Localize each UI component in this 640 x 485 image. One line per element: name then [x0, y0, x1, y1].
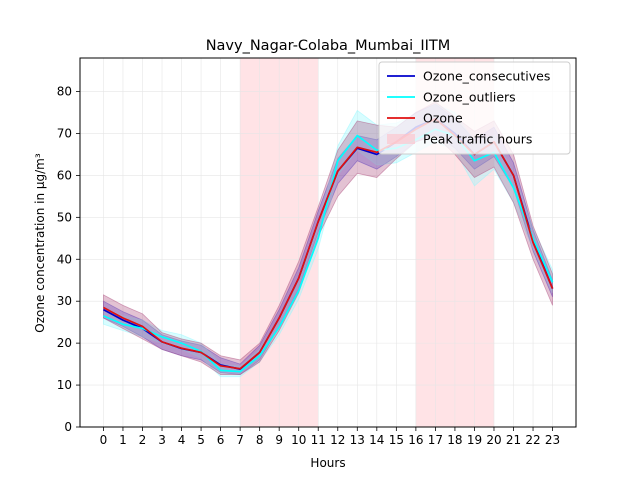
x-tick-label: 19: [467, 433, 482, 447]
x-axis-label: Hours: [310, 456, 345, 470]
plot-frame: [79, 57, 577, 428]
chart-title: Navy_Nagar-Colaba_Mumbai_IITM: [206, 38, 451, 54]
legend-label: Ozone_consecutives: [423, 69, 550, 84]
x-tick-label: 23: [545, 433, 560, 447]
legend-label: Peak traffic hours: [423, 132, 532, 147]
x-tick-label: 11: [311, 433, 326, 447]
line-ozone-outliers: [103, 128, 554, 373]
x-tick-label: 17: [428, 433, 443, 447]
y-tick-label: 70: [57, 126, 72, 140]
x-tick-label: 2: [139, 433, 147, 447]
x-tick-label: 20: [486, 433, 501, 447]
x-tick-label: 18: [447, 433, 462, 447]
x-tick-label: 0: [100, 433, 108, 447]
y-tick-label: 10: [57, 378, 72, 392]
x-tick-label: 8: [256, 433, 264, 447]
x-tick-label: 15: [389, 433, 404, 447]
y-axis-ticks: 0 10 20 30 40 50 60 70 80: [57, 85, 80, 434]
x-tick-label: 1: [119, 433, 127, 447]
x-tick-label: 16: [408, 433, 423, 447]
x-axis-ticks: 0 1 2 3 4 5 6 7 8 9 10 11 12 13 14 15 16 17 18 19 20 21 22 23: [100, 427, 560, 447]
x-tick-label: 14: [369, 433, 384, 447]
x-tick-label: 3: [158, 433, 166, 447]
band-ozone: [103, 101, 553, 375]
y-tick-label: 20: [57, 336, 72, 350]
x-tick-label: 9: [275, 433, 283, 447]
x-tick-label: 12: [330, 433, 345, 447]
band-layer: [103, 101, 553, 378]
y-tick-label: 80: [57, 85, 72, 99]
legend: Ozone_consecutives Ozone_outliers Ozone Pea…: [378, 61, 571, 155]
legend-box: [378, 61, 571, 155]
x-tick-label: 6: [217, 433, 225, 447]
x-tick-label: 13: [350, 433, 365, 447]
y-tick-label: 60: [57, 168, 72, 182]
y-tick-label: 40: [57, 252, 72, 266]
y-tick-label: 0: [64, 420, 72, 434]
legend-label: Ozone_outliers: [423, 90, 516, 105]
x-tick-label: 10: [291, 433, 306, 447]
x-tick-label: 7: [236, 433, 244, 447]
y-tick-label: 50: [57, 210, 72, 224]
x-tick-label: 4: [178, 433, 186, 447]
x-tick-label: 5: [197, 433, 205, 447]
legend-swatch: [387, 134, 415, 144]
y-tick-label: 30: [57, 294, 72, 308]
y-axis-label: Ozone concentration in µg/m³: [33, 153, 47, 333]
x-tick-label: 21: [506, 433, 521, 447]
x-tick-label: 22: [525, 433, 540, 447]
legend-label: Ozone: [423, 111, 463, 126]
